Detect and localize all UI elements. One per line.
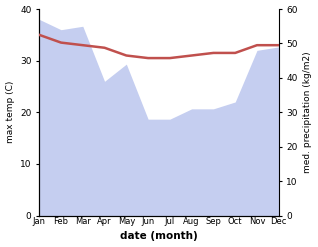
Y-axis label: max temp (C): max temp (C) <box>5 81 15 144</box>
Y-axis label: med. precipitation (kg/m2): med. precipitation (kg/m2) <box>303 51 313 173</box>
X-axis label: date (month): date (month) <box>120 231 198 242</box>
